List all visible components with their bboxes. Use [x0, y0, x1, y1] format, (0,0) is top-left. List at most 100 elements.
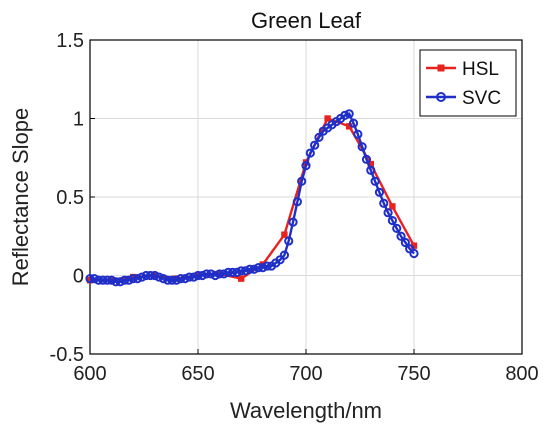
- series-line-hsl: [90, 117, 416, 282]
- legend-box: [419, 49, 517, 117]
- y-tick-label: -0.5: [50, 344, 84, 366]
- data-point-svc: [176, 274, 186, 284]
- data-point-svc: [297, 176, 307, 186]
- chart-title: Green Leaf: [251, 8, 362, 33]
- data-point-svc: [94, 275, 104, 285]
- legend-marker-hsl: [437, 64, 445, 72]
- data-point-svc: [227, 267, 238, 277]
- data-point-svc: [396, 231, 406, 241]
- data-point-hsl: [324, 115, 331, 122]
- data-point-hsl: [367, 160, 374, 168]
- data-point-svc: [253, 263, 264, 273]
- x-tick-label: 650: [181, 363, 214, 385]
- data-point-svc: [366, 165, 376, 175]
- y-tick-label: 1: [73, 109, 84, 131]
- data-point-svc: [236, 266, 246, 276]
- data-point-svc: [184, 272, 194, 282]
- data-point-svc: [240, 266, 251, 276]
- y-tick-label: 0: [73, 266, 84, 288]
- data-point-svc: [353, 129, 363, 139]
- data-point-svc: [223, 267, 233, 277]
- series-hsl: [86, 115, 418, 284]
- data-point-hsl: [281, 231, 288, 238]
- data-point-hsl: [410, 242, 418, 249]
- y-axis-label: Reflectance Slope: [8, 108, 33, 287]
- data-point-svc: [145, 270, 156, 281]
- data-point-svc: [128, 274, 138, 284]
- data-point-svc: [305, 148, 315, 158]
- data-point-svc: [107, 275, 117, 285]
- data-point-svc: [284, 236, 294, 246]
- data-point-svc: [310, 140, 320, 150]
- data-point-hsl: [238, 275, 245, 282]
- data-point-svc: [249, 264, 259, 274]
- data-point-svc: [292, 197, 302, 207]
- x-tick-label: 750: [397, 363, 430, 385]
- series-svc: [85, 109, 419, 287]
- data-point-svc: [115, 277, 125, 287]
- data-point-svc: [409, 248, 419, 259]
- data-point-svc: [102, 275, 112, 285]
- data-point-svc: [215, 269, 225, 279]
- data-point-svc: [301, 161, 311, 171]
- data-point-hsl: [389, 203, 396, 210]
- x-tick-label: 600: [73, 363, 106, 385]
- y-tick-label: 0.5: [56, 187, 84, 209]
- data-point-svc: [180, 274, 190, 284]
- data-point-svc: [141, 270, 151, 281]
- data-point-svc: [392, 223, 402, 233]
- data-point-svc: [137, 272, 147, 282]
- data-point-svc: [132, 274, 143, 284]
- data-point-svc: [197, 270, 207, 281]
- data-point-hsl: [346, 123, 353, 130]
- legend-label-svc: SVC: [462, 88, 501, 109]
- data-point-svc: [124, 275, 134, 285]
- data-point-svc: [258, 263, 268, 273]
- plot-area-frame: [89, 39, 523, 355]
- series-layer: [85, 109, 419, 287]
- data-point-svc: [163, 275, 173, 285]
- data-point-svc: [340, 110, 350, 120]
- data-point-svc: [370, 176, 380, 186]
- x-tick-label: 700: [289, 363, 322, 385]
- data-point-svc: [189, 272, 199, 282]
- data-point-svc: [262, 261, 272, 271]
- data-point-svc: [150, 270, 160, 281]
- x-tick-label: 800: [505, 363, 538, 385]
- y-tick-label: 1.5: [56, 30, 84, 52]
- data-point-svc: [98, 275, 108, 285]
- data-point-svc: [279, 250, 289, 260]
- data-point-svc: [387, 215, 397, 226]
- data-point-svc: [344, 109, 354, 119]
- data-point-svc: [245, 264, 255, 274]
- legend-label-hsl: HSL: [462, 59, 499, 80]
- tick-labels: 600 650 700 750 800 -0.5 0 0.5 1 1.5: [50, 30, 539, 385]
- legend-marker-svc: [436, 92, 446, 102]
- legend: HSL SVC: [419, 49, 517, 117]
- series-line-svc: [90, 112, 415, 283]
- data-point-svc: [348, 118, 359, 128]
- data-point-svc: [89, 274, 99, 284]
- data-point-svc: [379, 198, 389, 208]
- data-point-svc: [232, 267, 242, 277]
- data-point-svc: [85, 274, 95, 284]
- data-point-svc: [361, 154, 372, 164]
- data-point-svc: [357, 142, 367, 152]
- data-point-svc: [111, 277, 121, 287]
- data-point-svc: [383, 208, 393, 218]
- data-point-svc: [314, 132, 324, 142]
- x-axis-label: Wavelength/nm: [230, 398, 382, 423]
- data-point-svc: [206, 269, 216, 279]
- data-point-svc: [119, 275, 130, 285]
- data-point-svc: [167, 275, 177, 285]
- data-point-svc: [171, 275, 181, 285]
- data-point-svc: [202, 269, 212, 279]
- data-point-svc: [158, 274, 169, 284]
- data-point-svc: [400, 237, 410, 248]
- data-point-svc: [374, 187, 385, 197]
- data-point-svc: [193, 270, 203, 281]
- data-point-svc: [154, 272, 164, 282]
- data-point-svc: [219, 269, 229, 279]
- data-point-svc: [288, 217, 298, 227]
